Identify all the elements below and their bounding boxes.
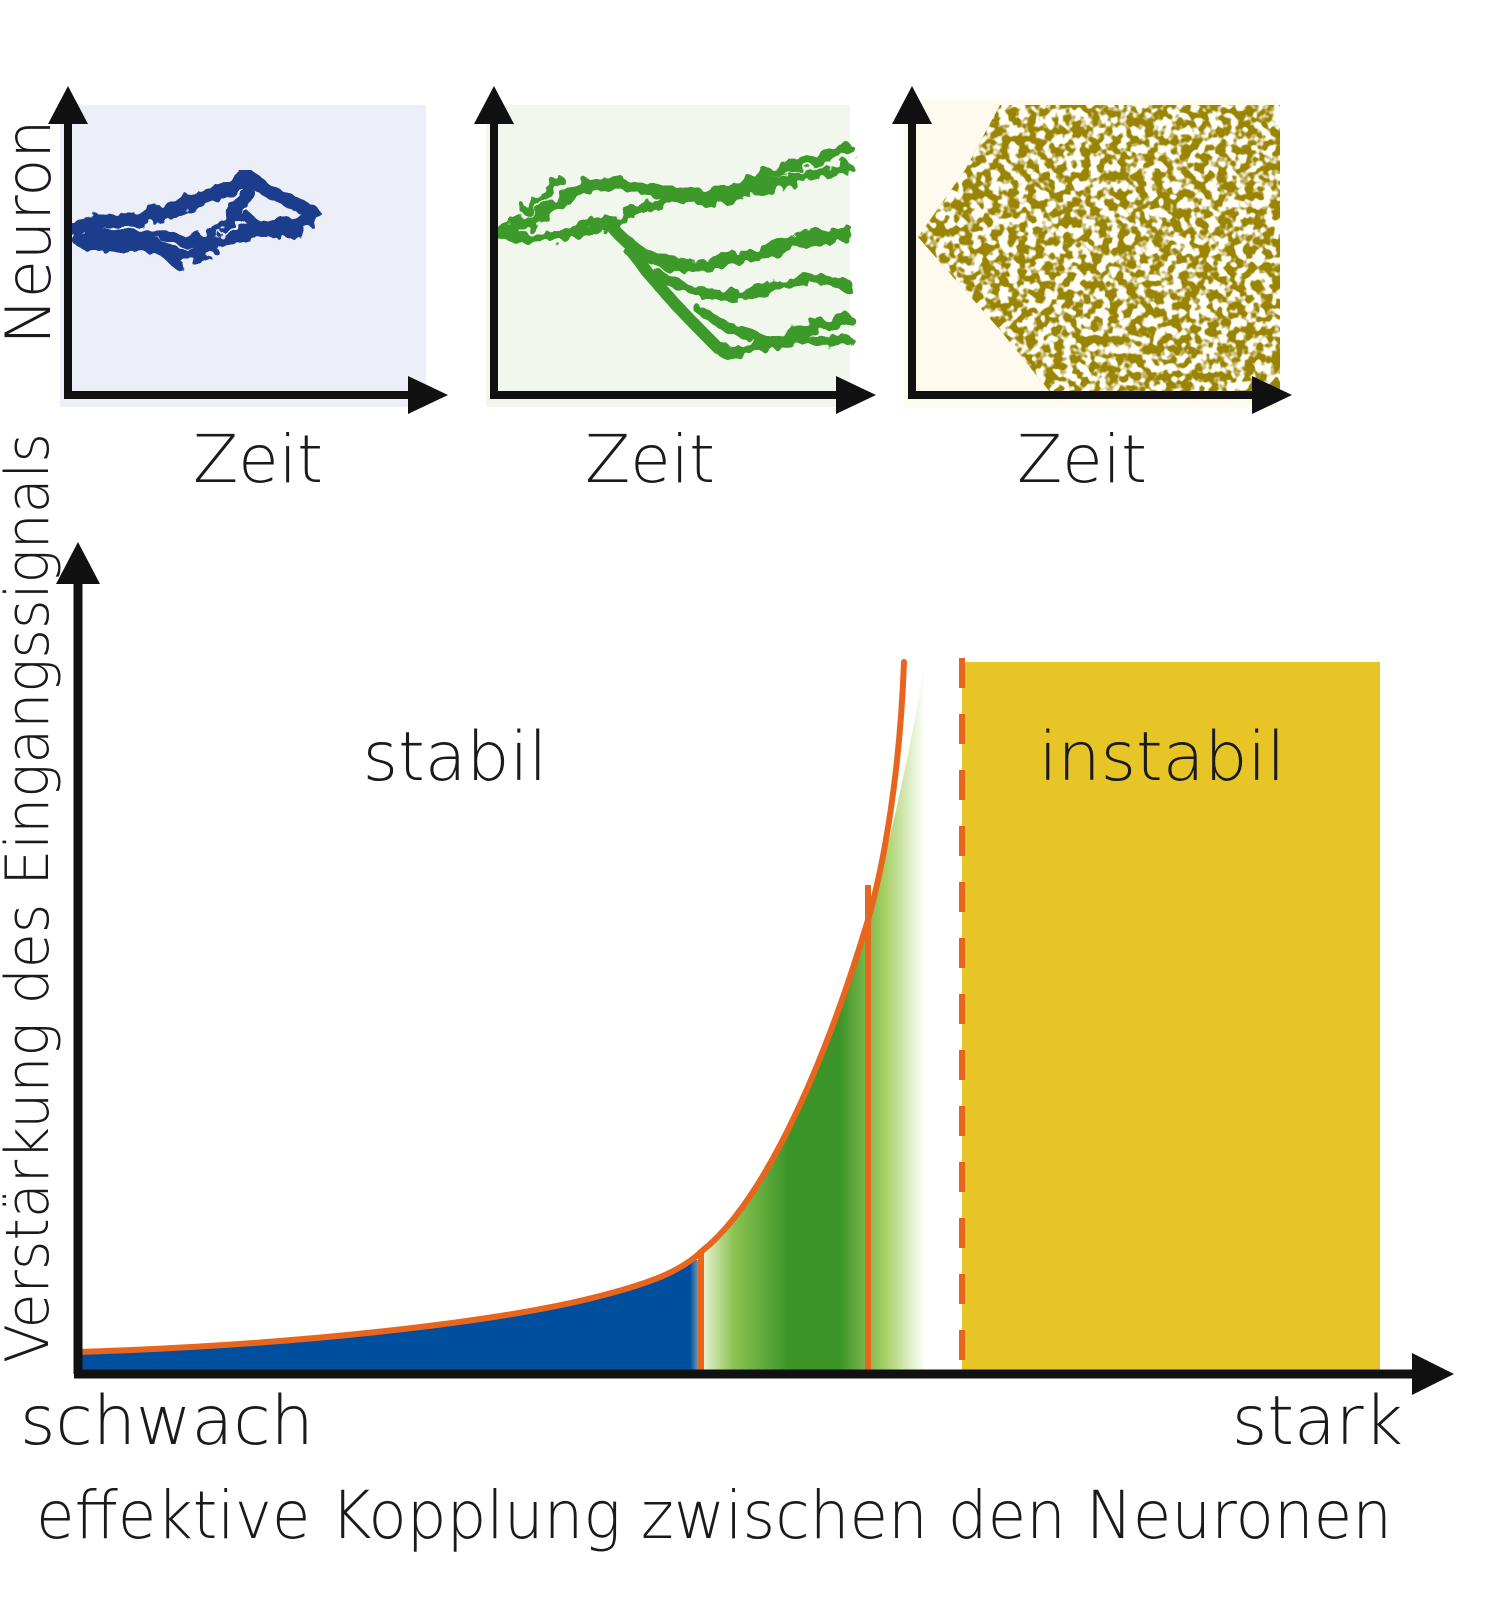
- main-y-arrow-icon: [56, 542, 100, 584]
- panel-3-x-arrow-icon: [1252, 376, 1292, 414]
- amplification-curve: [75, 659, 907, 1355]
- stable-region-fill: [80, 1260, 700, 1370]
- panel-1: Zeit: [48, 86, 448, 498]
- panel-3: Zeit: [892, 86, 1292, 498]
- panel-1-axes: [64, 118, 412, 399]
- stable-label: stabil: [363, 718, 548, 797]
- panel-2-activity-pattern: [493, 143, 855, 358]
- main-x-arrow-icon: [1412, 1353, 1454, 1395]
- panel-2: Zeit: [474, 86, 876, 498]
- main-axes: [73, 575, 1420, 1379]
- x-axis-right-label: stark: [1232, 1382, 1403, 1461]
- panel-1-y-arrow-icon: [48, 86, 88, 124]
- panel-3-axes: [908, 118, 1256, 399]
- panel-2-background: [486, 105, 850, 407]
- panel-2-axes: [490, 118, 840, 399]
- panel-2-xlabel: Zeit: [585, 421, 715, 498]
- panel-2-y-arrow-icon: [474, 86, 514, 124]
- panel-1-xlabel: Zeit: [193, 421, 323, 498]
- x-axis-left-label: schwach: [20, 1382, 314, 1461]
- panel-ylabel: Neuron: [0, 119, 65, 344]
- panel-3-y-arrow-icon: [892, 86, 932, 124]
- unstable-label: instabil: [1039, 718, 1286, 797]
- transition-region-fill: [690, 662, 925, 1370]
- y-axis-title: Verstärkung des Eingangssignals: [0, 433, 63, 1363]
- panel-3-xlabel: Zeit: [1017, 421, 1147, 498]
- panel-1-activity-pattern: [68, 169, 319, 273]
- panel-1-background: [60, 105, 426, 407]
- unstable-region: [962, 662, 1380, 1370]
- x-axis-title: effektive Kopplung zwischen den Neuronen: [36, 1477, 1392, 1554]
- main-diagram: stabil instabil schwach stark effektive …: [0, 433, 1454, 1554]
- panel-1-x-arrow-icon: [408, 376, 448, 414]
- panel-2-x-arrow-icon: [836, 376, 876, 414]
